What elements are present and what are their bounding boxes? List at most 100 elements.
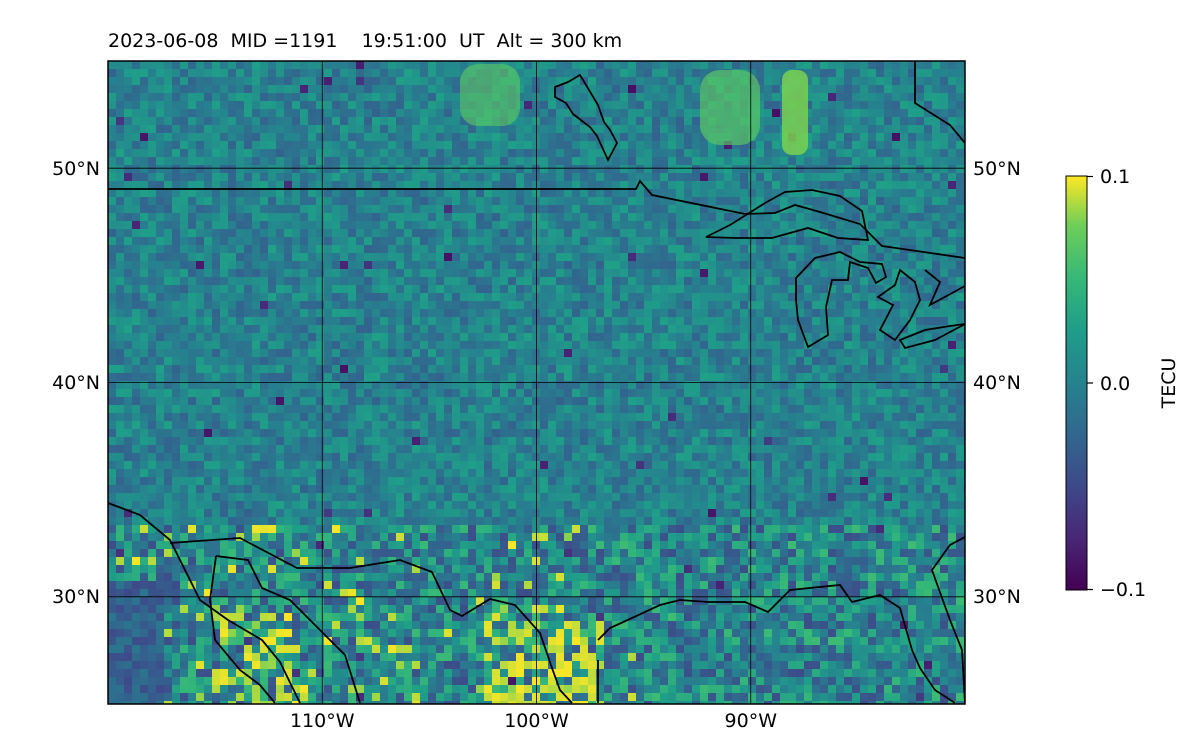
dtec-cell bbox=[180, 181, 189, 190]
dtec-cell bbox=[724, 317, 733, 326]
dtec-cell bbox=[124, 293, 133, 302]
dtec-cell bbox=[108, 405, 117, 414]
dtec-cell bbox=[116, 125, 125, 134]
dtec-cell bbox=[396, 309, 405, 318]
dtec-cell bbox=[700, 205, 709, 214]
dtec-cell bbox=[508, 213, 517, 222]
dtec-cell bbox=[828, 165, 837, 174]
dtec-cell bbox=[676, 93, 685, 102]
dtec-cell bbox=[620, 189, 629, 198]
dtec-cell bbox=[876, 317, 885, 326]
dtec-cell bbox=[460, 285, 469, 294]
dtec-cell bbox=[796, 189, 805, 198]
dtec-cell bbox=[332, 389, 341, 398]
dtec-cell bbox=[260, 133, 269, 142]
dtec-cell bbox=[788, 213, 797, 222]
dtec-cell bbox=[444, 165, 453, 174]
dtec-cell bbox=[180, 285, 189, 294]
dtec-cell bbox=[612, 389, 621, 398]
dtec-cell bbox=[612, 133, 621, 142]
dtec-cell bbox=[452, 269, 461, 278]
dtec-cell bbox=[460, 309, 469, 318]
dtec-cell bbox=[484, 133, 493, 142]
dtec-cell bbox=[772, 421, 781, 430]
dtec-cell bbox=[516, 157, 525, 166]
dtec-cell bbox=[636, 101, 645, 110]
dtec-cell bbox=[572, 205, 581, 214]
dtec-cell bbox=[340, 189, 349, 198]
dtec-cell bbox=[204, 245, 213, 254]
dtec-cell bbox=[692, 149, 701, 158]
dtec-cell bbox=[244, 109, 253, 118]
dtec-cell bbox=[172, 69, 181, 78]
dtec-cell bbox=[916, 69, 925, 78]
dtec-cell bbox=[268, 373, 277, 382]
dtec-cell bbox=[516, 357, 525, 366]
dtec-cell bbox=[436, 229, 445, 238]
dtec-cell bbox=[796, 333, 805, 342]
dtec-cell bbox=[164, 141, 173, 150]
dtec-cell bbox=[388, 317, 397, 326]
dtec-cell bbox=[820, 277, 829, 286]
dtec-cell bbox=[780, 253, 789, 262]
dtec-cell bbox=[444, 237, 453, 246]
dtec-cell bbox=[420, 157, 429, 166]
dtec-cell bbox=[948, 125, 957, 134]
dtec-cell bbox=[916, 237, 925, 246]
dtec-cell bbox=[524, 269, 533, 278]
dtec-cell bbox=[796, 173, 805, 182]
dtec-cell bbox=[748, 317, 757, 326]
dtec-cell bbox=[412, 301, 421, 310]
dtec-cell bbox=[324, 189, 333, 198]
dtec-cell bbox=[740, 333, 749, 342]
dtec-cell bbox=[588, 189, 597, 198]
dtec-cell bbox=[292, 125, 301, 134]
dtec-cell bbox=[124, 397, 133, 406]
dtec-cell bbox=[300, 301, 309, 310]
dtec-cell bbox=[500, 189, 509, 198]
dtec-cell bbox=[748, 69, 757, 78]
dtec-cell bbox=[180, 301, 189, 310]
dtec-cell bbox=[420, 269, 429, 278]
dtec-cell bbox=[644, 333, 653, 342]
dtec-cell bbox=[492, 197, 501, 206]
dtec-cell bbox=[740, 221, 749, 230]
dtec-cell bbox=[724, 285, 733, 294]
dtec-cell bbox=[492, 405, 501, 414]
dtec-cell bbox=[140, 373, 149, 382]
dtec-cell bbox=[908, 229, 917, 238]
dtec-cell bbox=[924, 237, 933, 246]
dtec-cell bbox=[244, 261, 253, 270]
dtec-cell bbox=[132, 237, 141, 246]
dtec-cell bbox=[548, 389, 557, 398]
dtec-cell bbox=[932, 197, 941, 206]
dtec-cell bbox=[188, 109, 197, 118]
dtec-cell bbox=[108, 61, 117, 70]
dtec-cell bbox=[756, 61, 765, 70]
dtec-cell bbox=[236, 85, 245, 94]
dtec-cell bbox=[252, 317, 261, 326]
dtec-cell bbox=[844, 261, 853, 270]
dtec-cell bbox=[572, 77, 581, 86]
dtec-cell bbox=[828, 141, 837, 150]
dtec-cell bbox=[652, 253, 661, 262]
dtec-cell bbox=[836, 77, 845, 86]
dtec-cell bbox=[684, 421, 693, 430]
dtec-cell bbox=[812, 69, 821, 78]
dtec-cell bbox=[436, 421, 445, 430]
dtec-cell bbox=[300, 389, 309, 398]
dtec-cell bbox=[788, 357, 797, 366]
dtec-cell bbox=[652, 333, 661, 342]
dtec-cell bbox=[908, 397, 917, 406]
dtec-cell bbox=[724, 277, 733, 286]
dtec-cell bbox=[124, 173, 133, 182]
dtec-cell bbox=[868, 389, 877, 398]
dtec-cell bbox=[404, 85, 413, 94]
dtec-cell bbox=[604, 93, 613, 102]
dtec-cell bbox=[284, 285, 293, 294]
dtec-cell bbox=[764, 85, 773, 94]
dtec-cell bbox=[492, 389, 501, 398]
dtec-cell bbox=[684, 157, 693, 166]
dtec-cell bbox=[276, 69, 285, 78]
dtec-cell bbox=[772, 285, 781, 294]
